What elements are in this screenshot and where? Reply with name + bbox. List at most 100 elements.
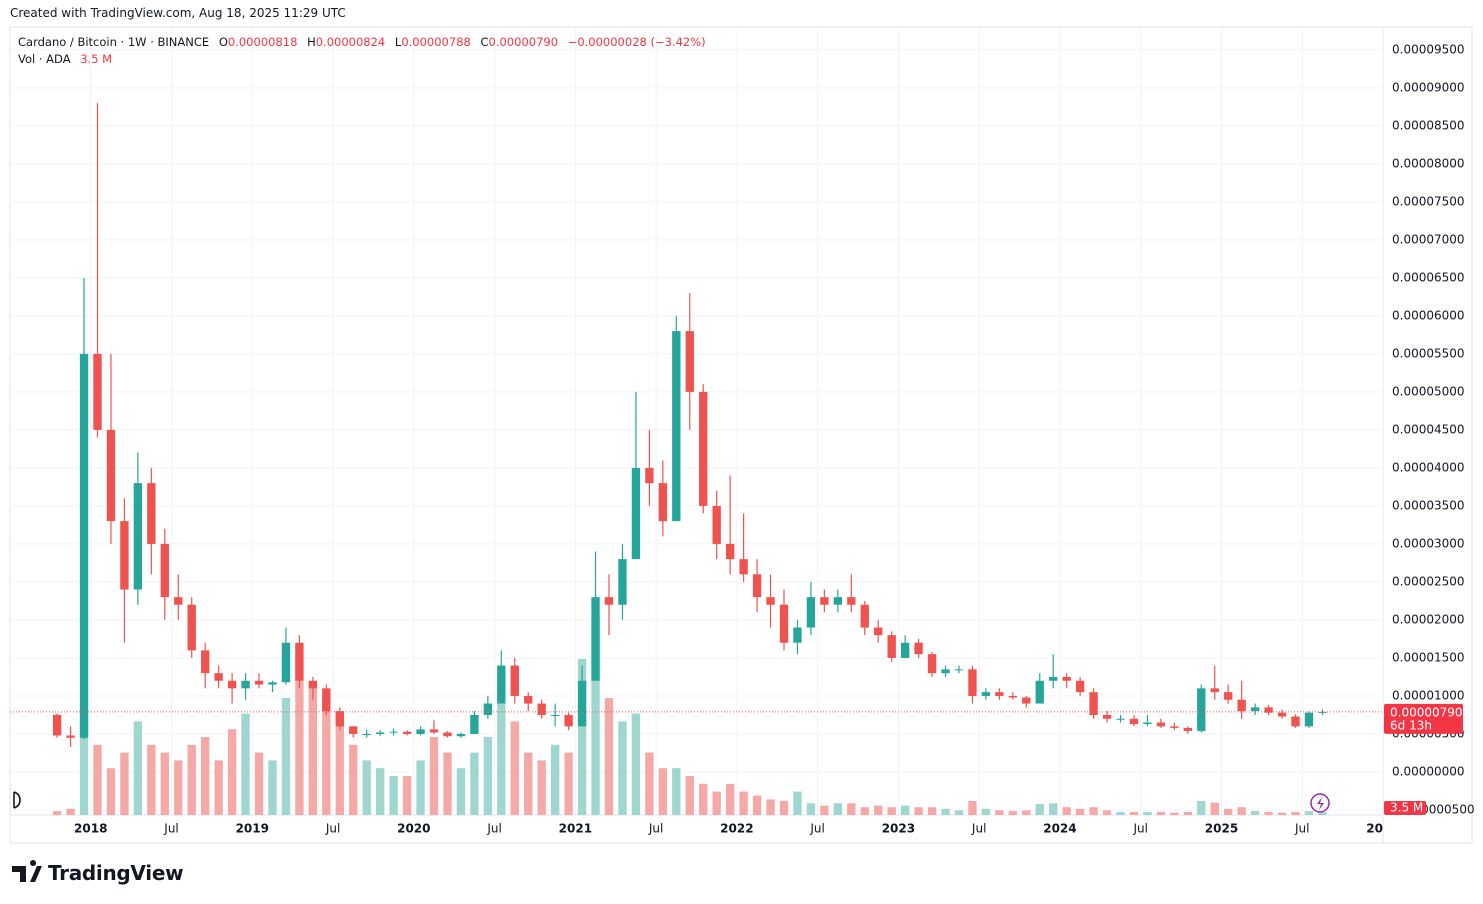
toolbar-icon[interactable] xyxy=(13,791,21,809)
volume-bar xyxy=(470,752,479,815)
legend-key: O xyxy=(218,35,228,49)
y-tick-label: 0.00008500 xyxy=(1392,118,1465,132)
volume-bar xyxy=(981,808,991,815)
last-price-tag xyxy=(1384,703,1463,734)
volume-bar xyxy=(227,729,237,815)
candle-body xyxy=(349,726,358,734)
candle-body xyxy=(618,559,627,605)
candle-body xyxy=(1237,699,1246,712)
volume-bar xyxy=(860,807,869,815)
created-note: Created with TradingView.com, Aug 18, 20… xyxy=(10,6,346,20)
candle-body xyxy=(52,714,62,736)
candle-body xyxy=(524,695,533,704)
y-tick-label: 0.00006000 xyxy=(1392,308,1465,322)
x-tick-label: Jul xyxy=(1294,822,1309,836)
volume-bar xyxy=(349,744,358,815)
volume-bar xyxy=(1210,802,1219,815)
candle-body xyxy=(1170,726,1179,728)
candle-body xyxy=(1075,680,1085,693)
candle-body xyxy=(887,635,896,658)
volume-bar xyxy=(429,737,439,815)
candle-body xyxy=(1156,722,1166,727)
volume-bar xyxy=(968,800,977,815)
candle-body xyxy=(1022,697,1031,704)
candle-body xyxy=(833,597,843,605)
candle-body xyxy=(968,669,977,696)
brand: TradingView xyxy=(48,861,184,885)
volume-bar xyxy=(1156,811,1166,815)
y-tick-label: 0.00006500 xyxy=(1392,270,1465,284)
candle-body xyxy=(1318,711,1327,713)
x-tick-label: Jul xyxy=(809,822,824,836)
volume-bar xyxy=(847,803,856,815)
volume-tag xyxy=(1384,801,1426,815)
y-tick-label: 0.00009500 xyxy=(1392,42,1465,56)
x-tick-label: Jul xyxy=(1132,822,1147,836)
candle-body xyxy=(1062,676,1071,681)
volume-bar xyxy=(268,760,277,815)
candle-body xyxy=(874,627,883,636)
volume-bar xyxy=(93,744,102,815)
x-tick-label: 2025 xyxy=(1205,822,1238,836)
candle-body xyxy=(672,331,681,522)
alert-icon[interactable] xyxy=(1310,793,1330,813)
volume-bar xyxy=(510,721,519,815)
volume-bar xyxy=(914,807,923,815)
volume-bar xyxy=(927,807,937,815)
volume-bar xyxy=(483,737,493,815)
volume-bar xyxy=(1318,812,1327,815)
volume-bar xyxy=(1277,812,1287,815)
candle-body xyxy=(995,692,1004,696)
volume-pane xyxy=(52,620,1327,815)
volume-bar xyxy=(1049,803,1058,815)
volume-bar xyxy=(187,744,196,815)
volume-bar xyxy=(1129,811,1139,815)
candle-body xyxy=(658,483,668,522)
legend-value: 0.00000818 xyxy=(227,35,298,49)
x-tick-label: 2021 xyxy=(559,822,592,836)
volume-bar xyxy=(322,698,331,815)
candle-body xyxy=(456,733,466,737)
volume-bar xyxy=(833,803,843,815)
y-tick-label: 0.00007500 xyxy=(1392,194,1465,208)
candle-body xyxy=(335,711,344,727)
volume-bar xyxy=(1291,811,1300,815)
candle-body xyxy=(375,732,385,734)
volume-bar xyxy=(537,760,546,815)
volume-bar xyxy=(241,713,250,815)
candle-body xyxy=(1277,712,1287,717)
candle-body xyxy=(954,669,964,671)
candle-body xyxy=(1035,680,1044,704)
legend-value: 0.00000824 xyxy=(315,35,386,49)
volume-bar xyxy=(1197,800,1206,815)
candle-body xyxy=(981,692,991,696)
candle-body xyxy=(1089,692,1098,715)
symbol-title: Cardano / Bitcoin · 1W · BINANCE xyxy=(18,35,210,49)
candle-body xyxy=(510,665,519,696)
legend-row: Cardano / Bitcoin · 1W · BINANCE O0.0000… xyxy=(18,34,706,51)
volume-bar xyxy=(106,768,116,815)
candle-body xyxy=(1129,718,1139,725)
legend-value: 0.00000788 xyxy=(401,35,471,49)
candle-body xyxy=(120,521,129,590)
candle-body xyxy=(79,353,89,738)
candle-body xyxy=(739,559,748,575)
candle-body xyxy=(389,731,398,733)
candle-body xyxy=(106,429,116,522)
volume-value: 3.5 M xyxy=(80,52,113,66)
volume-bar xyxy=(591,620,600,815)
volume-bar xyxy=(1304,811,1314,815)
candle-body xyxy=(1224,692,1233,700)
volume-bar xyxy=(497,690,506,815)
volume-bar xyxy=(1062,807,1071,815)
volume-bar xyxy=(995,810,1004,815)
candle-body xyxy=(187,604,196,651)
legend-row: Vol · ADA 3.5 M xyxy=(18,51,706,68)
axes: −0.000005000.000000000.000005000.0000100… xyxy=(74,42,1475,835)
candle-body xyxy=(201,650,210,674)
volume-bar xyxy=(1237,807,1246,815)
candle-body xyxy=(133,483,143,590)
y-tick-label: 0.00005000 xyxy=(1392,384,1465,398)
